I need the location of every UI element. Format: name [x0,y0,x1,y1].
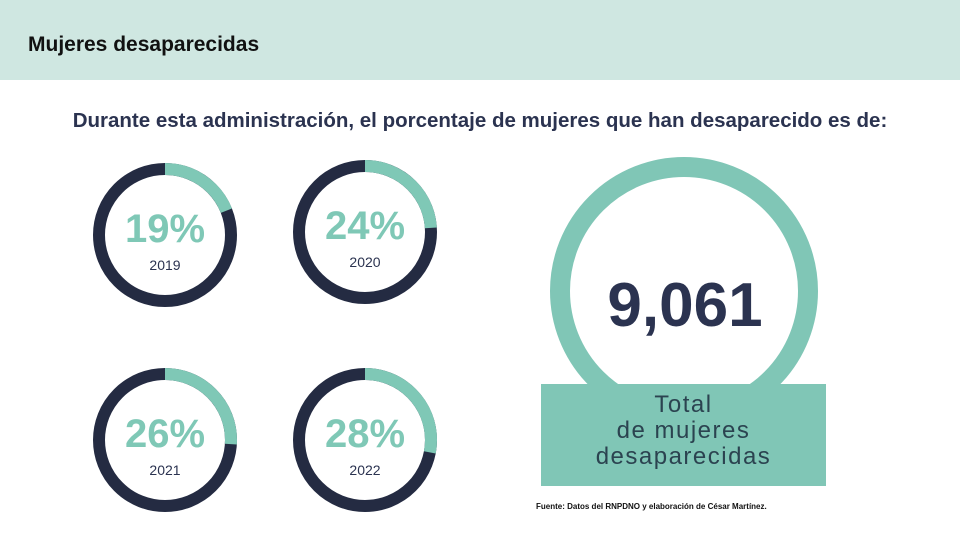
donut-arc-2019 [164,163,232,214]
donut-arc-2021 [164,368,237,445]
donut-year-label: 2020 [349,254,381,270]
donut-year-label: 2021 [149,462,181,478]
donut-percent-label: 24% [324,204,406,248]
donut-percent-label: 19% [124,207,206,251]
donut-arc-2020 [364,160,437,229]
source-note: Fuente: Datos del RNPDNO y elaboración d… [536,502,767,511]
page-title: Mujeres desaparecidas [28,33,260,56]
donut-arc-2022 [364,368,437,454]
header-band: Mujeres desaparecidas [0,0,960,80]
total-label-box: Total de mujeres desaparecidas [541,384,826,486]
donut-percent-label: 28% [324,412,406,456]
subtitle: Durante esta administración, el porcenta… [72,109,888,132]
donut-year-label: 2022 [349,462,381,478]
total-value: 9,061 [607,271,763,340]
donut-year-label: 2019 [149,257,181,273]
total-label: Total de mujeres desaparecidas [595,391,772,470]
donut-percent-label: 26% [124,412,206,456]
